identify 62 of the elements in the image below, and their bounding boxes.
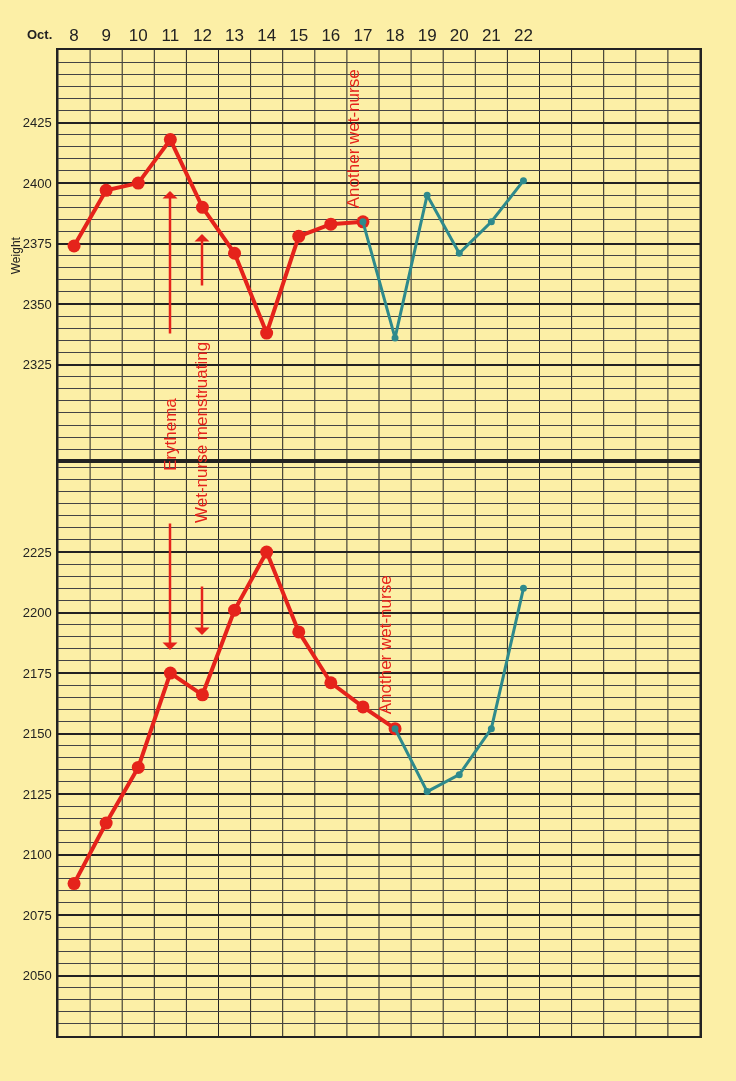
y-tick-label: 2200 [22, 605, 52, 621]
point [519, 177, 527, 185]
y-tick-label: 2325 [22, 357, 52, 373]
point [260, 326, 274, 340]
point [99, 816, 113, 830]
point [195, 688, 209, 702]
y-tick-label: 2375 [22, 236, 52, 252]
x-tick-label: 21 [481, 26, 501, 46]
point [324, 676, 338, 690]
point [455, 771, 463, 779]
annotation: Wet-nurse menstruating [192, 341, 211, 523]
x-tick-label: 13 [225, 26, 245, 46]
point [391, 334, 399, 342]
annotation: Erythema [161, 397, 180, 471]
point [163, 666, 177, 680]
x-tick-label: 20 [449, 26, 469, 46]
point [131, 760, 145, 774]
annotation: Another wet-nurse [343, 69, 363, 209]
x-tick-label: 11 [161, 26, 180, 46]
point [228, 603, 242, 617]
x-axis-title: Oct. [27, 27, 53, 42]
point [423, 191, 431, 199]
y-tick-label: 2175 [22, 665, 52, 681]
x-tick-label: 17 [353, 26, 373, 46]
point [519, 584, 527, 592]
point [195, 200, 209, 214]
y-tick-label: 2350 [22, 296, 52, 312]
annotation: Another wet-nurse [375, 575, 395, 715]
x-tick-label: 19 [417, 26, 437, 46]
x-tick-label: 9 [101, 26, 111, 46]
point [163, 133, 177, 147]
y-tick-label: 2075 [22, 907, 52, 923]
y-tick-label: 2100 [22, 847, 52, 863]
point [292, 625, 306, 639]
y-axis-title: Weight [8, 236, 23, 275]
y-tick-label: 2125 [22, 786, 52, 802]
point [356, 700, 370, 714]
x-tick-label: 14 [257, 26, 277, 46]
point [324, 217, 338, 231]
point [99, 183, 113, 197]
point [487, 218, 495, 226]
point [423, 788, 431, 796]
x-tick-label: 10 [128, 26, 148, 46]
point [67, 239, 81, 253]
point [455, 249, 463, 257]
y-tick-label: 2050 [22, 968, 52, 984]
x-tick-label: 8 [69, 26, 79, 46]
point [228, 246, 242, 260]
x-tick-label: 18 [385, 26, 405, 46]
y-tick-label: 2400 [22, 175, 52, 191]
x-tick-label: 15 [289, 26, 309, 46]
y-tick-label: 2425 [22, 115, 52, 131]
point [131, 176, 145, 190]
x-tick-label: 16 [321, 26, 341, 46]
x-tick-label: 12 [192, 26, 212, 46]
x-tick-label: 22 [513, 26, 533, 46]
point [260, 545, 274, 559]
point [487, 725, 495, 733]
point [67, 877, 81, 891]
y-tick-label: 2150 [22, 726, 52, 742]
point [292, 229, 306, 243]
y-tick-label: 2225 [22, 544, 52, 560]
